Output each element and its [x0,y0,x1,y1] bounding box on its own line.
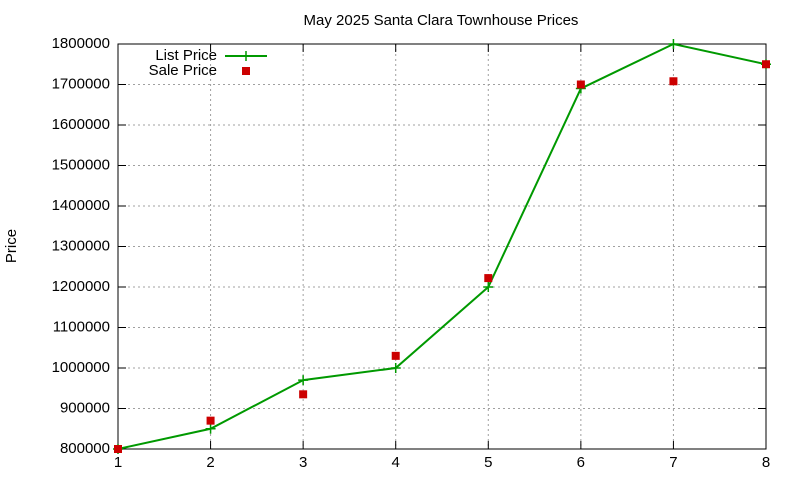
y-tick-label: 1700000 [52,75,110,92]
y-tick-label: 1200000 [52,278,110,295]
y-tick-label: 1400000 [52,197,110,214]
data-point [483,282,494,292]
x-tick-label: 1 [114,454,122,471]
y-tick-label: 900000 [60,399,110,416]
y-axis-label: Price [3,229,20,263]
legend-label: List Price [155,47,217,64]
data-point [668,39,679,49]
data-point [391,351,400,360]
y-tick-label: 1600000 [52,116,110,133]
y-tick-label: 1800000 [52,35,110,52]
y-tick-label: 800000 [60,440,110,457]
y-tick-label: 1500000 [52,156,110,173]
x-tick-label: 4 [392,454,400,471]
legend-label: Sale Price [149,62,217,79]
y-tick-label: 1300000 [52,237,110,254]
legend-marker [242,67,250,75]
data-point [298,375,309,386]
series-line [117,42,767,450]
data-point [206,416,215,425]
data-point [669,77,678,86]
y-tick-label: 1100000 [53,318,110,335]
data-point [205,423,216,434]
data-point [576,80,585,89]
data-point [114,445,122,453]
plot-border [117,43,767,450]
legend-marker [241,51,251,61]
x-tick-label: 5 [484,454,492,471]
chart-title: May 2025 Santa Clara Townhouse Prices [304,12,579,29]
x-tick-label: 8 [762,454,770,471]
data-point [390,363,401,373]
data-point [484,274,493,283]
x-tick-label: 6 [577,454,585,471]
x-tick-label: 7 [669,454,677,471]
x-tick-label: 3 [299,454,307,471]
y-tick-label: 1000000 [52,359,110,376]
data-point [299,390,308,399]
data-point [762,60,770,69]
x-tick-label: 2 [206,454,214,471]
